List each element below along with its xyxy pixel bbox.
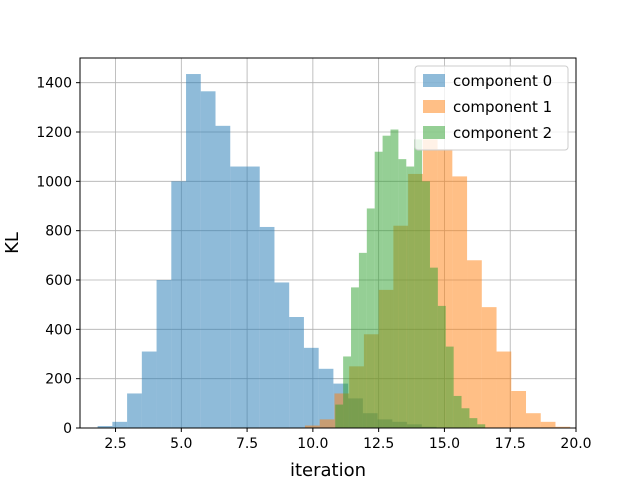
histogram-bar — [171, 181, 187, 428]
histogram-bar — [374, 151, 383, 428]
y-tick-label: 600 — [45, 273, 72, 289]
y-tick-label: 400 — [45, 322, 72, 338]
histogram-bar — [303, 347, 319, 428]
legend-label: component 1 — [453, 98, 552, 116]
histogram-bar — [97, 426, 113, 428]
histogram-bar — [156, 280, 172, 428]
y-tick-label: 1200 — [36, 125, 72, 141]
histogram-bar — [540, 421, 556, 428]
x-tick-label: 2.5 — [104, 436, 126, 452]
histogram-bar — [343, 356, 352, 428]
histogram-bar — [351, 287, 359, 428]
axis-ticks: 2.5 5.0 7.5 10.0 12.5 15.0 17.5 20.0 0 200 400 600 8… — [36, 76, 591, 452]
x-axis-label: iteration — [290, 460, 366, 480]
histogram-bar — [437, 305, 446, 428]
histogram-bar — [215, 125, 231, 428]
histogram-bar — [526, 413, 541, 428]
histogram-bar — [453, 395, 462, 428]
y-tick-label: 800 — [45, 224, 72, 240]
x-tick-label: 15.0 — [429, 436, 460, 452]
x-tick-label: 20.0 — [560, 436, 591, 452]
histogram-bar — [481, 307, 497, 428]
histogram-bar — [366, 208, 375, 428]
histogram-bar — [186, 74, 201, 429]
x-tick-label: 17.5 — [495, 436, 526, 452]
histogram-bar — [259, 226, 275, 428]
histogram-bar — [289, 317, 304, 428]
series-0-bars — [97, 74, 437, 429]
histogram-bar — [200, 91, 216, 429]
histogram-bar — [358, 252, 367, 428]
histogram-bar — [496, 351, 512, 428]
legend-box — [414, 65, 569, 151]
histogram-bar — [429, 267, 438, 428]
histogram-bar — [127, 393, 142, 428]
histogram-bar — [230, 166, 245, 429]
histogram-bar — [445, 346, 454, 428]
histogram-bar — [555, 426, 571, 428]
histogram-bar — [244, 166, 260, 429]
y-tick-label: 1400 — [36, 76, 72, 92]
y-tick-label: 200 — [45, 372, 72, 388]
y-tick-label: 1000 — [36, 174, 72, 190]
legend-label: component 0 — [453, 72, 552, 90]
histogram-bar — [304, 425, 320, 428]
histogram-bars — [97, 74, 571, 429]
legend-label: component 2 — [453, 124, 552, 142]
histogram-bar — [511, 391, 527, 428]
histogram-bar — [406, 166, 415, 429]
histogram-bar — [414, 139, 423, 428]
histogram-bar — [398, 159, 407, 428]
histogram-bar — [382, 135, 391, 428]
histogram-bar — [390, 129, 399, 429]
histogram-bar — [141, 351, 157, 428]
x-tick-label: 7.5 — [236, 436, 258, 452]
x-tick-label: 10.0 — [297, 436, 328, 452]
y-axis-label: KL — [2, 232, 23, 254]
x-tick-label: 5.0 — [170, 436, 192, 452]
histogram-bar — [274, 282, 290, 428]
y-tick-label: 0 — [63, 421, 72, 437]
x-tick-label: 12.5 — [363, 436, 394, 452]
legend: component 0 component 1 component 2 — [414, 65, 569, 151]
histogram-bar — [469, 418, 478, 428]
histogram-bar — [112, 421, 128, 428]
histogram-bar — [477, 424, 486, 428]
histogram-bar — [467, 260, 482, 428]
histogram-bar — [452, 176, 468, 428]
plot-frame — [79, 57, 577, 429]
histogram-bar — [461, 408, 470, 428]
histogram-bar — [318, 368, 334, 428]
histogram-bar — [335, 404, 344, 428]
histogram-bar — [422, 181, 430, 428]
histogram-bar — [319, 419, 335, 428]
series-2-bars — [335, 129, 486, 429]
legend-swatch — [423, 126, 445, 139]
legend-swatch — [423, 74, 445, 87]
legend-swatch — [423, 100, 445, 113]
